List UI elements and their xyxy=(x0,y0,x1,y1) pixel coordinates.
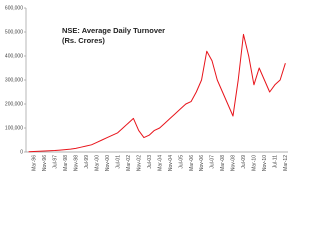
x-tick-label: Nov-00 xyxy=(105,155,111,171)
x-tick-label: Jul-11 xyxy=(273,155,279,168)
y-tick-label: 600,000 xyxy=(5,6,23,12)
y-tick-label: 500,000 xyxy=(5,30,23,36)
y-tick-label: 200,000 xyxy=(5,102,23,108)
x-tick-label: Nov-04 xyxy=(168,155,174,171)
x-tick-label: Mar-02 xyxy=(126,155,132,171)
x-tick-label: Nov-98 xyxy=(73,155,79,171)
x-tick-label: Nov-10 xyxy=(262,155,268,171)
y-tick-label: 100,000 xyxy=(5,126,23,132)
x-tick-label: Jul-01 xyxy=(115,155,121,169)
x-tick-label: Jul-05 xyxy=(178,155,184,169)
chart-title: NSE: Average Daily Turnover xyxy=(62,26,165,35)
x-tick-label: Mar-96 xyxy=(32,155,38,171)
chart-subtitle: (Rs. Crores) xyxy=(62,36,105,45)
x-tick-label: Mar-12 xyxy=(283,155,289,171)
y-tick-label: 0 xyxy=(20,150,23,156)
x-tick-label: Jul-03 xyxy=(147,155,153,169)
x-tick-label: Mar-04 xyxy=(157,155,163,171)
x-tick-label: Mar-00 xyxy=(94,155,100,171)
x-tick-label: Nov-08 xyxy=(231,155,237,171)
x-tick-label: Jul-09 xyxy=(241,155,247,169)
y-tick-label: 300,000 xyxy=(5,78,23,84)
x-tick-label: Mar-10 xyxy=(252,155,258,171)
x-tick-label: Jul-99 xyxy=(84,155,90,169)
chart: NSE: Average Daily Turnover (Rs. Crores)… xyxy=(5,6,289,171)
x-tick-label: Nov-06 xyxy=(199,155,205,171)
x-tick-label: Mar-06 xyxy=(189,155,195,171)
x-tick-label: Jul-97 xyxy=(53,155,59,169)
x-tick-label: Jul-07 xyxy=(210,155,216,169)
x-tick-label: Nov-96 xyxy=(42,155,48,171)
x-tick-label: Mar-98 xyxy=(63,155,69,171)
x-tick-label: Nov-02 xyxy=(136,155,142,171)
data-line xyxy=(28,33,286,153)
x-tick-label: Mar-08 xyxy=(220,155,226,171)
y-tick-label: 400,000 xyxy=(5,54,23,60)
